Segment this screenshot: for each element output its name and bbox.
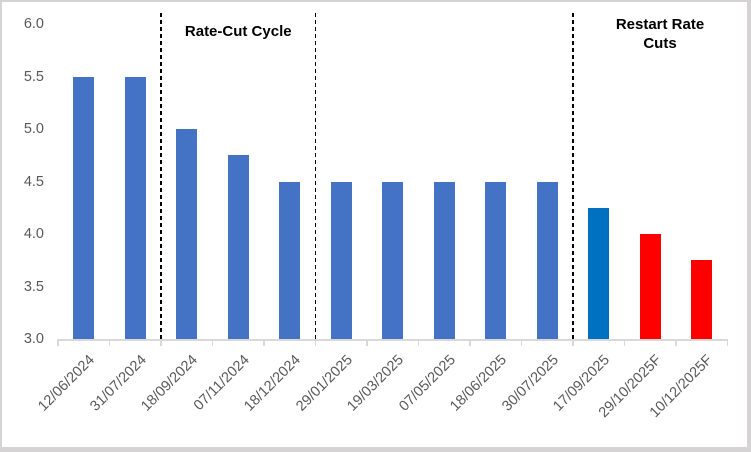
plot-area: 6.0 5.5 5.0 4.5 4.0 3.5 3.0 12/06/2024 31/07/202… bbox=[2, 2, 747, 447]
y-axis-tick-label: 4.5 bbox=[23, 173, 44, 190]
phase-separator-dashed-line bbox=[314, 13, 317, 339]
y-axis-tick-label: 5.0 bbox=[23, 121, 44, 137]
bar bbox=[588, 207, 610, 339]
x-axis-tick-mark bbox=[263, 339, 265, 346]
y-axis-tick-label: 6.0 bbox=[23, 16, 44, 32]
bar bbox=[330, 181, 352, 339]
x-axis-tick-mark bbox=[314, 339, 317, 346]
bar bbox=[73, 76, 95, 339]
x-axis-tick-mark bbox=[160, 339, 162, 346]
annotation-line: Cuts bbox=[643, 35, 677, 52]
x-axis-tick-mark bbox=[520, 339, 523, 346]
bar bbox=[639, 234, 661, 339]
x-axis-tick-mark bbox=[57, 339, 59, 346]
x-axis-tick-mark bbox=[108, 339, 111, 346]
bar bbox=[433, 181, 455, 339]
x-axis-tick-mark bbox=[675, 339, 677, 346]
annotation-restart-rate-cuts: Restart Rate Cuts bbox=[573, 15, 747, 53]
y-axis-tick-label: 5.5 bbox=[23, 68, 44, 85]
y-axis-tick-label: 3.5 bbox=[23, 278, 44, 295]
annotation-line: Rate-Cut Cycle bbox=[184, 23, 292, 40]
y-axis-tick-label: 4.0 bbox=[23, 226, 44, 242]
annotation-rate-cut-cycle: Rate-Cut Cycle bbox=[161, 22, 316, 41]
x-axis-tick-mark bbox=[211, 339, 214, 346]
annotation-line: Restart Rate bbox=[615, 16, 705, 33]
bar bbox=[382, 181, 404, 339]
bar bbox=[485, 181, 507, 339]
phase-separator-dashed-line bbox=[572, 13, 574, 339]
bar bbox=[124, 76, 146, 339]
y-axis-tick-label: 3.0 bbox=[23, 331, 44, 347]
bar bbox=[227, 155, 249, 339]
phase-separator-dashed-line bbox=[160, 13, 162, 339]
x-axis-tick-mark bbox=[726, 339, 729, 346]
bar bbox=[279, 181, 301, 339]
x-axis-tick-mark bbox=[366, 339, 368, 346]
x-axis-tick-mark bbox=[623, 339, 626, 346]
bar bbox=[176, 129, 198, 339]
bar bbox=[536, 181, 558, 339]
x-axis-tick-mark bbox=[417, 339, 420, 346]
x-axis-tick-mark bbox=[469, 339, 471, 346]
x-axis-tick-mark bbox=[572, 339, 574, 346]
x-axis-line bbox=[58, 339, 728, 341]
bar bbox=[691, 260, 713, 339]
